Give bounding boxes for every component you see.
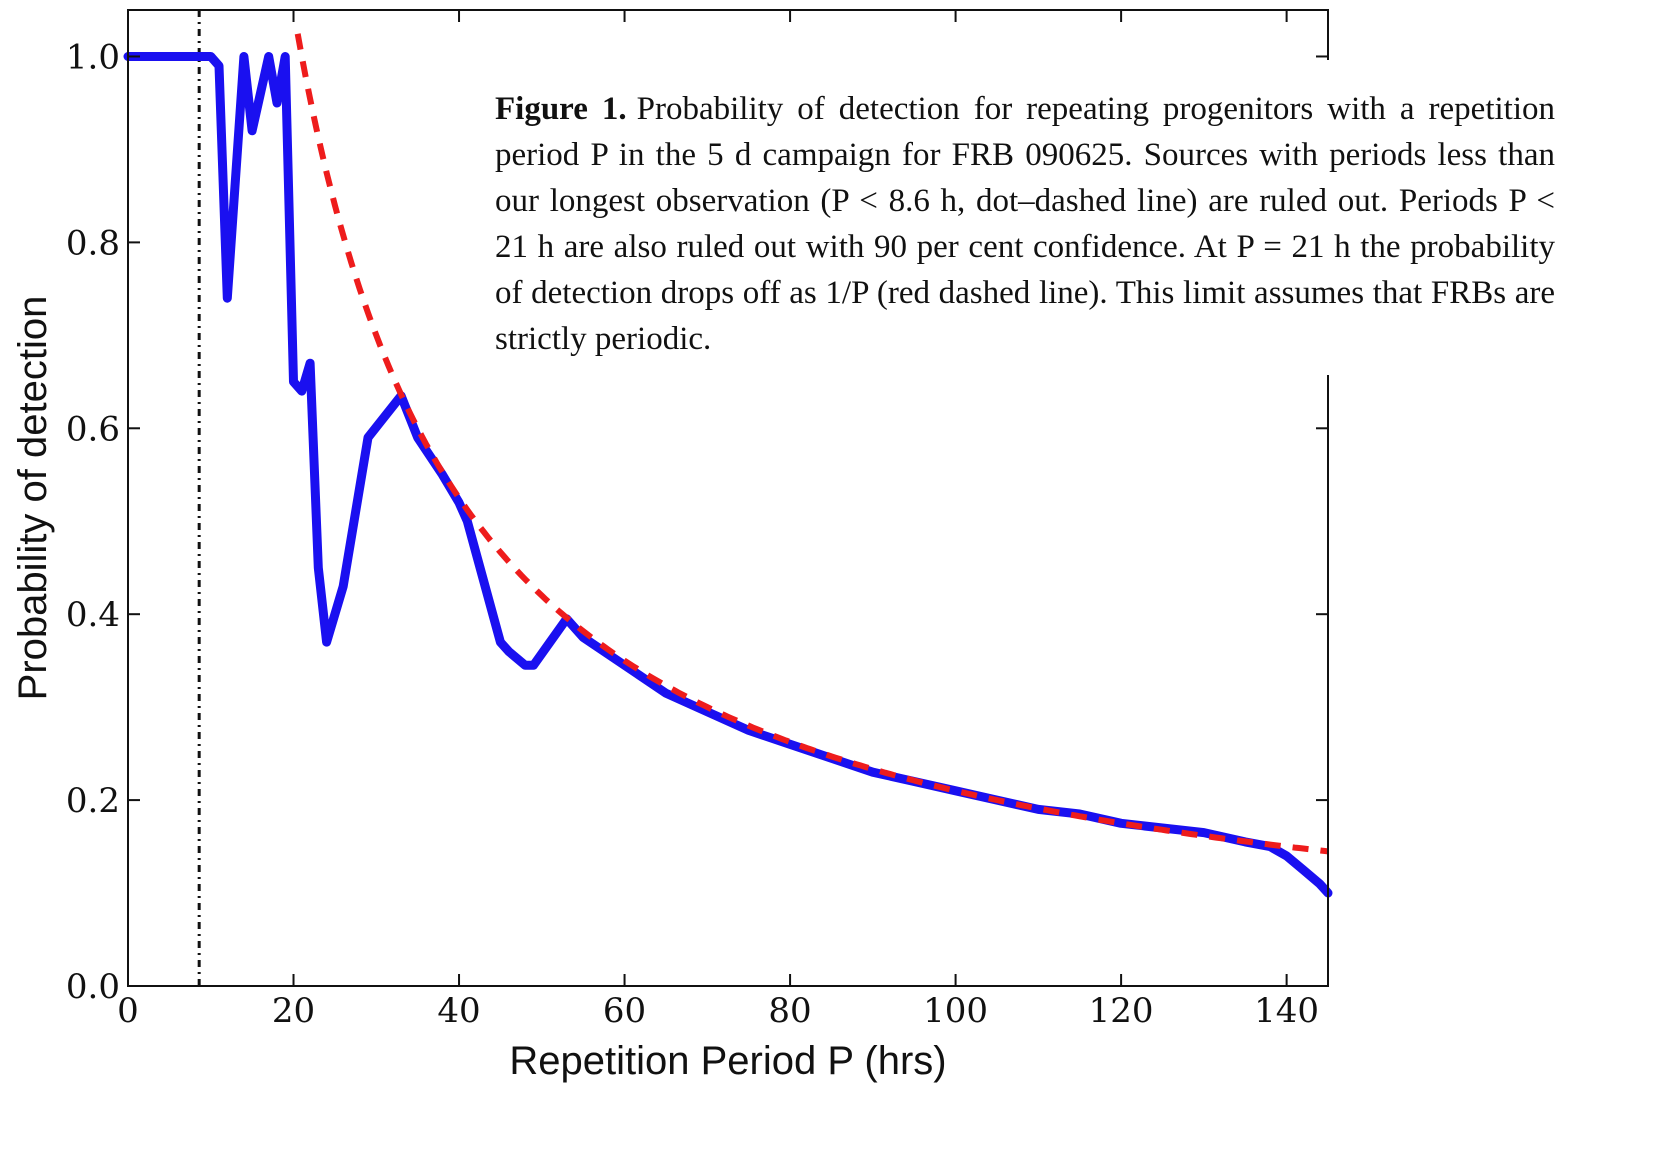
axes — [127, 9, 1329, 987]
plot-area — [123, 10, 1333, 986]
y-tick-label: 0.0 — [66, 967, 120, 1007]
caption-text: Probability of detection for repeating p… — [495, 91, 1555, 357]
x-tick-label: 40 — [437, 991, 480, 1031]
ticks: 0 20 40 60 80 100 120 140 0.0 0.2 0.4 0.6 0.8 1.0 — [66, 10, 1328, 1031]
x-axis-title: Repetition Period P (hrs) — [509, 1039, 946, 1083]
y-tick-label: 0.2 — [66, 781, 120, 821]
y-tick-label: 0.4 — [66, 595, 120, 635]
x-tick-label: 120 — [1089, 991, 1154, 1031]
inverse-period-curve — [294, 33, 1329, 855]
x-tick-label: 60 — [603, 991, 646, 1031]
x-tick-label: 140 — [1254, 991, 1319, 1031]
y-tick-label: 0.8 — [66, 223, 120, 263]
y-tick-label: 0.6 — [66, 409, 120, 449]
x-tick-label: 80 — [768, 991, 811, 1031]
plot-frame — [127, 9, 1329, 987]
y-axis-title: Probability of detection — [11, 296, 55, 701]
x-tick-label: 0 — [117, 991, 139, 1031]
figure-caption: Figure 1. Probability of detection for re… — [455, 60, 1575, 375]
caption-label: Figure 1. — [495, 91, 627, 127]
x-tick-label: 100 — [923, 991, 988, 1031]
y-tick-label: 1.0 — [66, 37, 120, 77]
x-tick-label: 20 — [272, 991, 315, 1031]
